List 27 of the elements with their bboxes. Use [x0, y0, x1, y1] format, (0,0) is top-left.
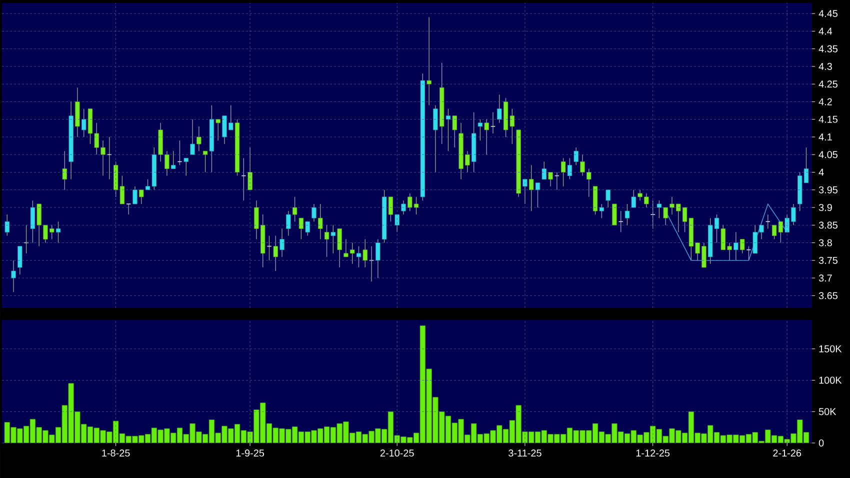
y-tick-label: 3.85: [818, 222, 838, 229]
y-tick-label: 4.45: [818, 10, 838, 18]
y-tick-label: 100K: [819, 376, 842, 384]
y-tick-label: 3.9: [818, 204, 832, 212]
y-tick-label: 4.4: [818, 28, 832, 35]
y-tick-label: 4.1: [818, 134, 832, 140]
y-tick-label: 4: [818, 168, 824, 176]
x-tick-label: 3-11-25: [508, 450, 542, 457]
y-tick-label: 3.65: [818, 292, 838, 300]
y-tick-label: 4.3: [818, 62, 832, 70]
y-tick-label: 3.95: [818, 186, 838, 194]
y-tick-label: 150K: [819, 345, 842, 352]
y-tick-label: 4.15: [818, 116, 838, 123]
x-tick-label: 1-9-25: [236, 450, 264, 457]
y-tick-label: 3.7: [818, 274, 832, 282]
y-tick-label: 0: [818, 439, 824, 447]
y-tick-label: 4.35: [818, 45, 838, 52]
x-tick-label: 2-1-26: [773, 450, 802, 457]
y-tick-label: 4.2: [818, 98, 832, 106]
x-tick-label: 1-8-25: [102, 450, 130, 457]
x-tick-label: 2-10-25: [380, 450, 414, 457]
y-tick-label: 3.8: [818, 239, 832, 246]
y-tick-label: 4.25: [818, 80, 838, 88]
y-tick-label: 4.05: [818, 151, 838, 158]
x-tick-label: 1-12-25: [636, 450, 670, 457]
y-tick-label: 50K: [818, 408, 836, 416]
y-tick-label: 3.75: [818, 256, 838, 264]
